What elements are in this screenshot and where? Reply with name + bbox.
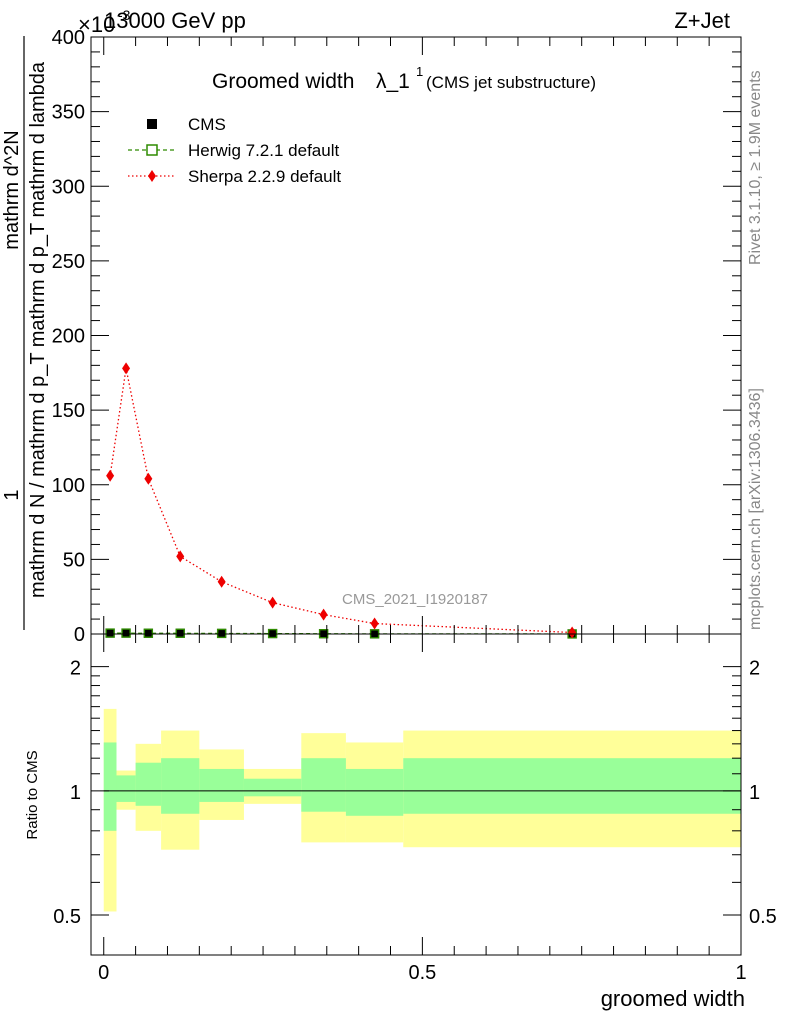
main-ytick-label: 250 xyxy=(52,251,85,273)
xlabel: groomed width xyxy=(601,986,745,1011)
main-ytick-label: 150 xyxy=(52,400,85,422)
ratio-ytick-label: 2 xyxy=(70,658,81,680)
legend-sherpa-marker xyxy=(148,170,156,182)
ratio-band-inner xyxy=(403,758,741,814)
ratio-plot: 0.5 0.5 1 1 2 2 0 0.5 1 xyxy=(53,633,777,984)
exponent-power: -3 xyxy=(118,7,131,23)
ratio-ytick-label-right: 0.5 xyxy=(749,906,777,928)
title-symbol: λ_1 xyxy=(376,70,410,93)
legend-cms-marker xyxy=(147,119,157,129)
ylabel-numerator: 1 xyxy=(1,489,23,500)
legend-herwig-marker xyxy=(146,144,158,156)
ylabel-denominator: mathrm d N / mathrm d p_T mathrm d p_T m… xyxy=(27,61,49,598)
legend: CMS Herwig 7.2.1 default Sherpa 2.2.9 de… xyxy=(128,115,341,186)
cms-data-point xyxy=(217,628,227,638)
analysis-watermark: CMS_2021_I1920187 xyxy=(342,591,488,608)
main-ytick-label: 200 xyxy=(52,326,85,348)
main-ytick-label: 350 xyxy=(52,102,85,124)
ratio-band-inner xyxy=(116,775,136,802)
ratio-ylabel: Ratio to CMS xyxy=(24,750,41,839)
ratio-band-inner xyxy=(103,742,117,831)
title-text: Groomed width xyxy=(212,70,354,93)
ratio-xtick-label: 1 xyxy=(735,962,746,984)
ratio-ytick-label: 0.5 xyxy=(53,906,81,928)
ratio-xtick-label: 0 xyxy=(98,962,109,984)
main-ytick-label: 50 xyxy=(63,549,85,571)
energy-label: 13000 GeV pp xyxy=(104,8,246,33)
sherpa-data-point xyxy=(122,362,131,375)
sherpa-data-point xyxy=(106,469,115,482)
cms-data-point xyxy=(143,628,153,638)
ratio-frame xyxy=(90,633,742,956)
herwig-data-point xyxy=(216,628,227,639)
sherpa-data-point xyxy=(370,617,379,630)
sherpa-data-point xyxy=(217,575,226,588)
legend-cms-label: CMS xyxy=(188,115,226,134)
title-superscript: 1 xyxy=(416,64,423,79)
main-ytick-label: 0 xyxy=(74,624,85,646)
herwig-data-point xyxy=(105,628,115,638)
ratio-band-inner xyxy=(135,762,162,806)
cms-data-point xyxy=(175,628,185,638)
sherpa-data-point xyxy=(268,596,277,609)
ratio-band-inner xyxy=(199,768,244,802)
sherpa-data-point xyxy=(319,608,328,621)
main-ytick-label: 300 xyxy=(52,176,85,198)
herwig-data-point xyxy=(121,628,131,638)
mcplots-label: mcplots.cern.ch [arXiv:1306.3436] xyxy=(747,388,764,630)
rivet-label: Rivet 3.1.10, ≥ 1.9M events xyxy=(747,70,764,265)
ratio-ytick-label-right: 2 xyxy=(749,658,760,680)
process-label: Z+Jet xyxy=(674,8,730,33)
title-subtitle: (CMS jet substructure) xyxy=(426,73,596,92)
legend-herwig-label: Herwig 7.2.1 default xyxy=(188,141,339,160)
ratio-band-inner xyxy=(301,758,346,812)
ratio-band-inner xyxy=(243,778,302,797)
main-ylabel: 1 mathrm d N / mathrm d p_T mathrm d p_T… xyxy=(1,36,49,630)
ratio-ytick-label-right: 1 xyxy=(749,782,760,804)
ylabel-top: mathrm d^2N xyxy=(1,130,23,249)
main-ytick-label: 100 xyxy=(52,475,85,497)
sherpa-data-point xyxy=(568,626,577,639)
legend-sherpa-label: Sherpa 2.2.9 default xyxy=(188,167,341,186)
ratio-xtick-label: 0.5 xyxy=(408,962,436,984)
ratio-band-inner xyxy=(345,768,404,816)
herwig-data-point xyxy=(143,628,154,638)
ratio-band-inner xyxy=(161,758,200,814)
ratio-ytick-label: 1 xyxy=(70,782,81,804)
cms-data-point xyxy=(121,628,131,638)
main-plot: 0 50 100 150 200 250 300 350 400 xyxy=(52,27,742,646)
main-title: Groomed width λ_1 1 (CMS jet substructur… xyxy=(212,64,596,93)
herwig-data-point xyxy=(175,628,185,638)
cms-data-point xyxy=(105,628,115,638)
sherpa-data-point xyxy=(144,472,153,485)
exponent-label: ×10 xyxy=(78,12,115,37)
main-ytick-label: 400 xyxy=(52,27,85,49)
sherpa-data-point xyxy=(176,550,185,563)
